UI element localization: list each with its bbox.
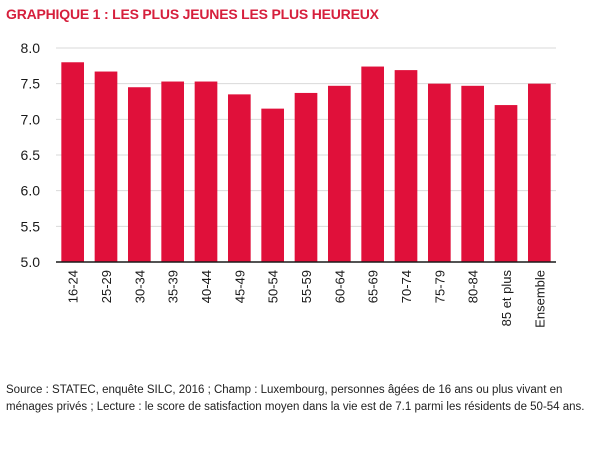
- bar: [328, 85, 351, 262]
- y-tick-label: 7.0: [21, 111, 41, 127]
- x-tick-label: 16-24: [66, 270, 81, 303]
- y-tick-label: 7.5: [21, 76, 41, 92]
- x-tick-label: 35-39: [166, 270, 181, 303]
- x-tick-label: Ensemble: [532, 270, 547, 328]
- x-tick-label: 25-29: [99, 270, 114, 303]
- x-tick-label: 40-44: [199, 270, 214, 303]
- x-tick-label: 85 et plus: [499, 270, 514, 327]
- y-tick-label: 8.0: [21, 40, 41, 56]
- bar: [361, 66, 384, 263]
- bar: [128, 87, 151, 262]
- x-tick-label: 70-74: [399, 270, 414, 303]
- y-axis-ticks: 8.0 7.5 7.0 6.5 6.0 5.5 5.0: [21, 40, 41, 270]
- x-tick-label: 60-64: [332, 270, 347, 303]
- bar: [228, 94, 251, 262]
- bar: [61, 62, 84, 263]
- y-tick-label: 5.0: [21, 254, 41, 270]
- bar: [428, 83, 451, 263]
- source-note: Source : STATEC, enquête SILC, 2016 ; Ch…: [6, 384, 585, 413]
- x-tick-label: 30-34: [132, 270, 147, 303]
- bar: [261, 108, 284, 262]
- y-tick-label: 5.5: [21, 218, 41, 234]
- x-tick-label: 80-84: [466, 270, 481, 303]
- x-axis-ticks: 16-24 25-29 30-34 35-39 40-44 45-49 50-54 55-59…: [66, 270, 548, 328]
- bar-chart: 8.0 7.5 7.0 6.5 6.0 5.5 5.0 16-24 25-29 30-34 35-…: [21, 40, 556, 328]
- bar: [394, 70, 418, 262]
- x-tick-label: 45-49: [232, 270, 247, 303]
- y-tick-label: 6.5: [21, 147, 41, 163]
- bar: [528, 83, 551, 263]
- bar: [94, 71, 118, 262]
- bar: [294, 92, 318, 262]
- bar: [161, 81, 184, 262]
- bar: [194, 81, 218, 262]
- chart-title: GRAPHIQUE 1 : LES PLUS JEUNES LES PLUS H…: [6, 6, 379, 22]
- y-tick-label: 6.0: [21, 183, 41, 199]
- x-tick-label: 65-69: [366, 270, 381, 303]
- x-tick-label: 55-59: [299, 270, 314, 303]
- bars: [61, 62, 551, 263]
- bar: [461, 85, 484, 262]
- bar: [494, 105, 518, 262]
- x-tick-label: 75-79: [432, 270, 447, 303]
- x-tick-label: 50-54: [266, 270, 281, 303]
